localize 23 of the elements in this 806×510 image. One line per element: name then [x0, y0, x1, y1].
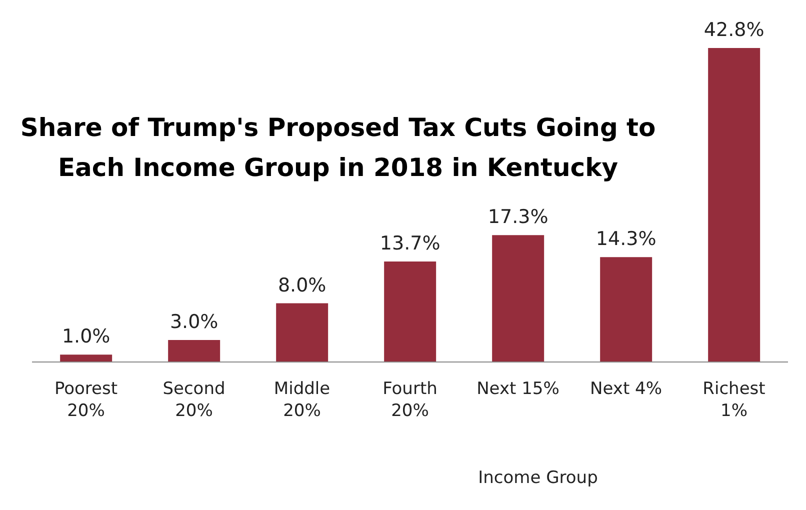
bar — [168, 340, 220, 362]
bar — [384, 261, 436, 362]
data-label: 1.0% — [62, 326, 110, 348]
x-tick-label: Fourth 20% — [382, 379, 438, 421]
bar — [60, 354, 112, 362]
bar — [276, 303, 328, 362]
data-label: 3.0% — [170, 310, 218, 333]
x-axis-title: Income Group — [477, 468, 599, 488]
data-label: 8.0% — [278, 274, 326, 296]
bar — [708, 48, 760, 362]
x-tick-label: Second 20% — [162, 379, 226, 421]
x-tick-label: Richest 1% — [702, 379, 766, 421]
x-tick-label: Next 4% — [590, 379, 662, 399]
data-label: 13.7% — [380, 232, 440, 254]
data-label: 42.8% — [704, 19, 764, 41]
x-tick-label: Next 15% — [476, 379, 560, 399]
data-label: 14.3% — [596, 228, 656, 250]
x-tick-label: Middle 20% — [274, 379, 330, 421]
x-tick-label: Poorest 20% — [54, 379, 118, 421]
bar — [600, 257, 652, 362]
text: Share of Trump's Proposed Tax Cuts Going to Each Income Group in 2018 in Kentucky — [19, 112, 657, 184]
bar — [492, 235, 544, 362]
data-label: 17.3% — [488, 206, 548, 228]
